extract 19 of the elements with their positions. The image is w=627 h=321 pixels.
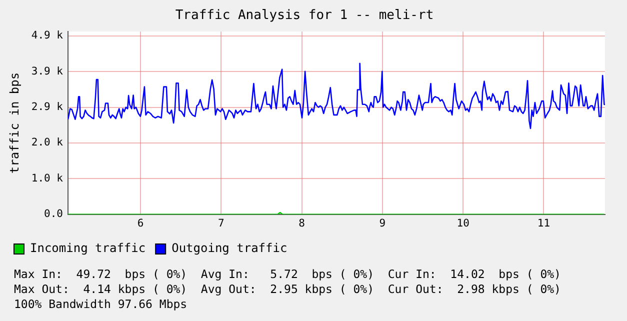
x-tick-label: 10 [456, 217, 470, 230]
x-tick-label: 6 [137, 217, 144, 230]
text: Max Out: 4.14 kbps ( 0%) Avg Out: 2.95 kbps ( 0%) Cur Out: 2.98 kbps ( 0%) [14, 282, 561, 296]
y-tick-label: 4.9 k [31, 30, 64, 42]
y-tick-label: 1.0 k [31, 172, 64, 184]
y-axis-title: traffic in bps [7, 72, 22, 174]
x-tick-label: 7 [218, 217, 224, 230]
x-tick-label: 11 [537, 217, 550, 230]
x-tick-label: 8 [298, 217, 305, 230]
chart-title: Traffic Analysis for 1 -- meli-rt [175, 8, 434, 24]
legend-label: Incoming traffic [30, 241, 146, 256]
y-tick-label: 2.9 k [31, 101, 64, 114]
legend-label: Outgoing traffic [172, 241, 288, 256]
text: 100% Bandwidth 97.66 Mbps [14, 297, 188, 311]
text: Max In: 49.72 bps ( 0%) Avg In: 5.72 bps ( 0%) Cur In: 14.02 bps ( 0%) [14, 267, 561, 281]
y-tick-label: 2.0 k [31, 136, 64, 149]
x-tick-label: 9 [379, 217, 386, 230]
y-tick-label: 0.0 [44, 208, 64, 220]
y-tick-label: 3.9 k [31, 65, 64, 78]
